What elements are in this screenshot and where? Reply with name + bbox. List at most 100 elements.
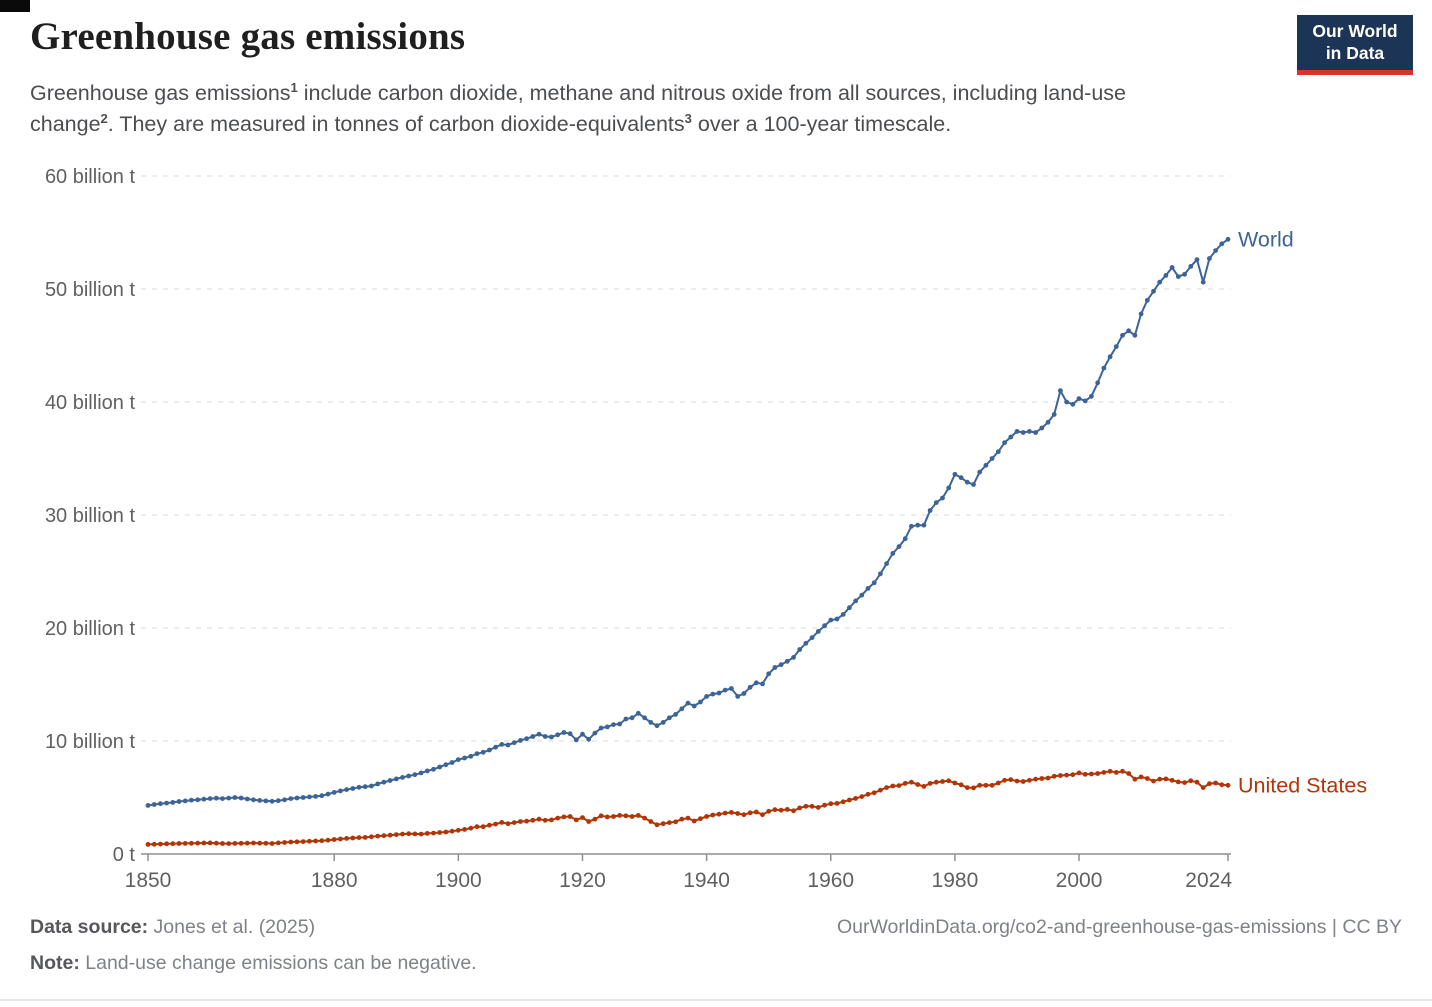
world-point[interactable] [561, 730, 567, 735]
united-states-point[interactable] [878, 787, 883, 793]
united-states-point[interactable] [921, 784, 927, 789]
world-point[interactable] [375, 781, 381, 787]
united-states-point[interactable] [158, 841, 163, 847]
world-point[interactable] [170, 800, 176, 805]
united-states-point[interactable] [1008, 777, 1014, 782]
world-point[interactable] [350, 786, 356, 791]
world-point[interactable] [760, 681, 765, 687]
united-states-point[interactable] [1219, 782, 1225, 788]
canonical-url[interactable]: OurWorldinData.org/co2-and-greenhouse-ga… [836, 916, 1402, 938]
world-point[interactable] [1033, 430, 1038, 435]
united-states-point[interactable] [487, 822, 492, 828]
world-point[interactable] [257, 798, 263, 803]
united-states-point[interactable] [518, 819, 523, 824]
united-states-point[interactable] [474, 824, 480, 830]
world-point[interactable] [890, 551, 896, 556]
world-point[interactable] [921, 522, 927, 528]
world-point[interactable] [809, 635, 815, 640]
world-point[interactable] [840, 612, 846, 617]
world-point[interactable] [1076, 396, 1082, 401]
world-point[interactable] [1175, 274, 1181, 279]
united-states-point[interactable] [1194, 779, 1200, 785]
united-states-point[interactable] [406, 831, 412, 837]
world-point[interactable] [158, 801, 163, 807]
world-point[interactable] [536, 731, 542, 737]
united-states-point[interactable] [586, 819, 592, 824]
world-point[interactable] [1194, 257, 1200, 262]
world-point[interactable] [449, 760, 455, 765]
world-point[interactable] [909, 523, 914, 529]
united-states-point[interactable] [964, 785, 970, 790]
united-states-point[interactable] [766, 808, 772, 814]
world-point[interactable] [933, 500, 939, 505]
united-states-point[interactable] [722, 810, 728, 816]
world-point[interactable] [1213, 248, 1218, 253]
world-point[interactable] [753, 680, 759, 686]
united-states-point[interactable] [859, 794, 865, 799]
united-states-point[interactable] [1188, 778, 1194, 784]
world-point[interactable] [747, 684, 753, 690]
united-states-point[interactable] [685, 815, 691, 821]
world-point[interactable] [220, 796, 225, 801]
united-states-point[interactable] [617, 813, 623, 818]
united-states-point[interactable] [778, 807, 784, 813]
united-states-point[interactable] [344, 836, 349, 841]
united-states-point[interactable] [1020, 779, 1026, 784]
world-point[interactable] [735, 694, 741, 699]
world-point[interactable] [1182, 271, 1187, 277]
world-point[interactable] [716, 690, 722, 696]
world-point[interactable] [269, 798, 275, 804]
world-point[interactable] [1157, 279, 1163, 285]
united-states-point[interactable] [983, 782, 989, 788]
world-point[interactable] [1151, 288, 1156, 294]
united-states-point[interactable] [896, 783, 902, 788]
world-point[interactable] [611, 722, 616, 727]
world-point[interactable] [1169, 265, 1175, 270]
united-states-point[interactable] [1169, 777, 1175, 783]
united-states-point[interactable] [635, 813, 641, 818]
united-states-point[interactable] [1101, 770, 1107, 775]
united-states-point[interactable] [679, 816, 685, 822]
united-states-point[interactable] [698, 816, 703, 822]
world-point[interactable] [1095, 380, 1101, 386]
united-states-point[interactable] [853, 796, 858, 801]
united-states-point[interactable] [1163, 776, 1169, 782]
world-series-label[interactable]: World [1238, 227, 1294, 251]
world-point[interactable] [623, 716, 629, 722]
united-states-point[interactable] [915, 782, 921, 787]
world-point[interactable] [977, 469, 983, 475]
united-states-series-label[interactable]: United States [1238, 773, 1367, 797]
world-point[interactable] [704, 694, 709, 699]
united-states-point[interactable] [549, 817, 554, 823]
world-point[interactable] [673, 712, 678, 717]
world-point[interactable] [1045, 419, 1051, 425]
world-point[interactable] [741, 691, 747, 696]
united-states-point[interactable] [803, 803, 809, 809]
world-point[interactable] [698, 699, 703, 705]
united-states-point[interactable] [449, 828, 455, 834]
united-states-point[interactable] [865, 791, 871, 797]
united-states-point[interactable] [251, 840, 256, 846]
united-states-point[interactable] [946, 778, 952, 784]
world-point[interactable] [381, 779, 387, 785]
united-states-point[interactable] [1182, 780, 1187, 785]
united-states-point[interactable] [623, 813, 629, 819]
world-point[interactable] [530, 734, 536, 739]
united-states-point[interactable] [176, 841, 182, 846]
world-point[interactable] [1132, 332, 1138, 338]
united-states-point[interactable] [505, 821, 511, 827]
united-states-point[interactable] [1144, 776, 1150, 781]
united-states-point[interactable] [902, 781, 908, 786]
united-states-point[interactable] [1225, 782, 1231, 788]
united-states-point[interactable] [1138, 774, 1144, 780]
world-point[interactable] [288, 796, 294, 801]
united-states-point[interactable] [182, 841, 188, 846]
world-point[interactable] [443, 762, 449, 768]
world-point[interactable] [822, 623, 827, 629]
united-states-point[interactable] [840, 799, 846, 805]
world-point[interactable] [555, 732, 561, 738]
united-states-point[interactable] [1095, 771, 1101, 776]
united-states-point[interactable] [319, 838, 325, 844]
united-states-point[interactable] [362, 835, 368, 840]
world-point[interactable] [151, 802, 157, 807]
